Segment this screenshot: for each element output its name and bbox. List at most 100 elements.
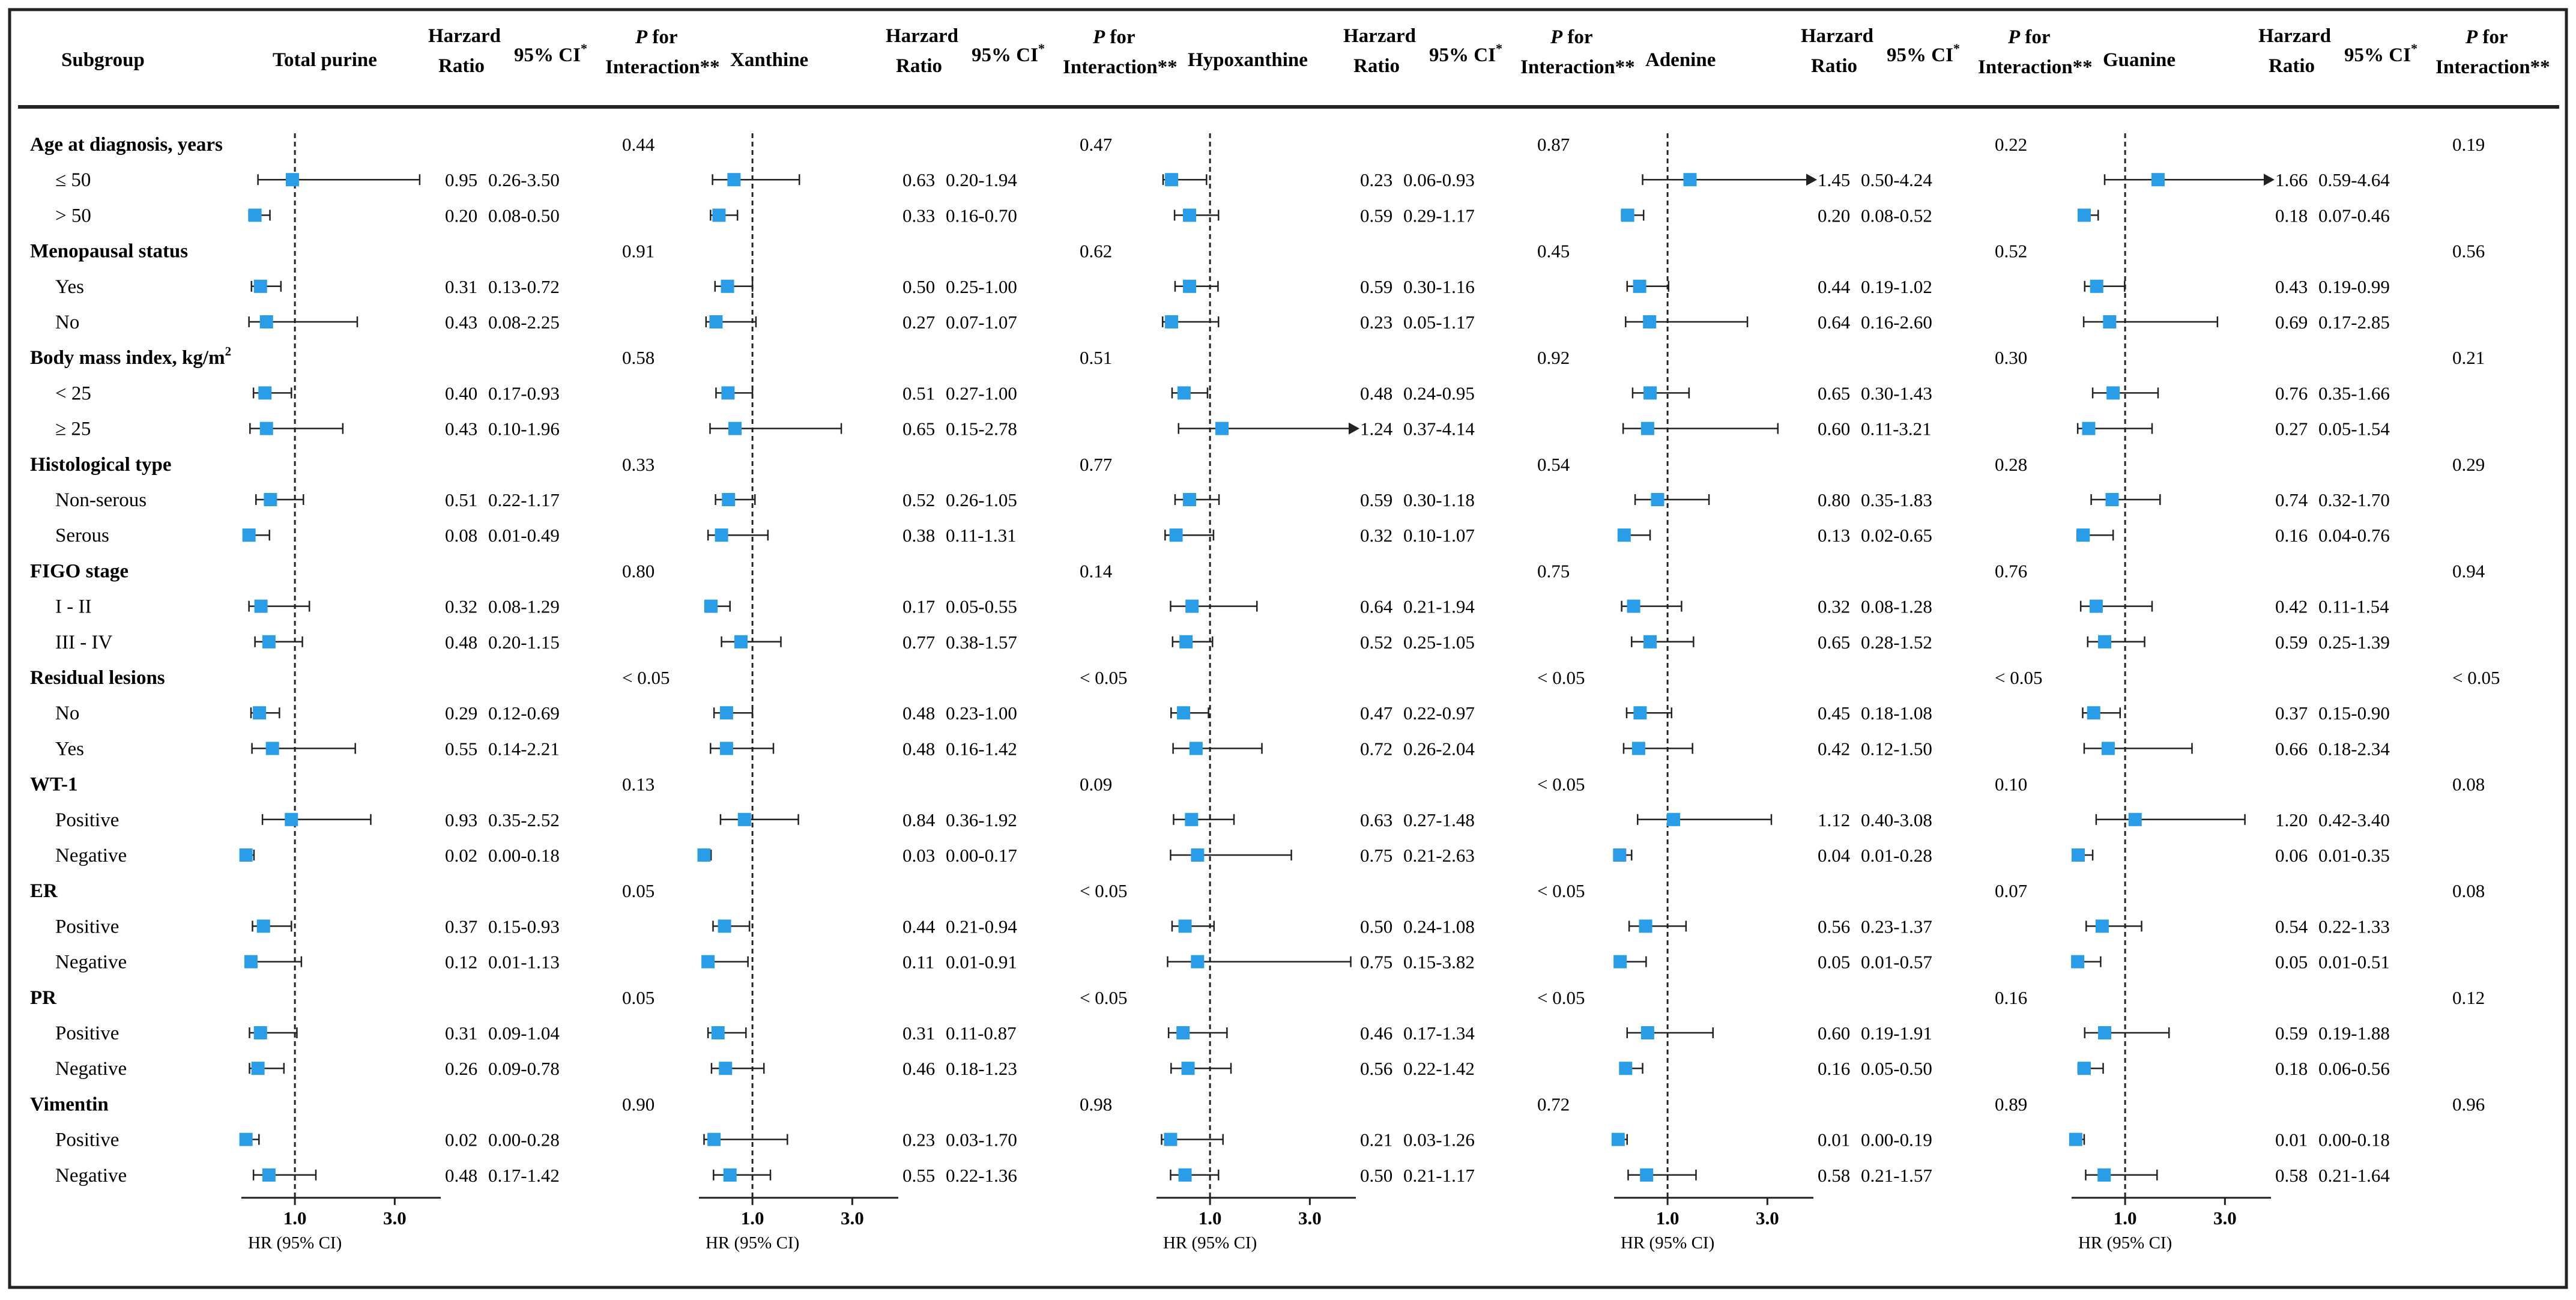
p-interaction-value: 0.52	[1995, 241, 2027, 262]
ci-value: 0.12-1.50	[1861, 738, 1932, 759]
hr-value: 0.48	[903, 738, 935, 759]
ci-value: 0.13-0.72	[488, 276, 560, 297]
hr-value: 0.84	[903, 809, 936, 830]
p-interaction-value: 0.08	[2452, 774, 2485, 795]
hr-point	[248, 208, 262, 222]
hr-point	[1627, 599, 1640, 613]
p-interaction-value: 0.16	[1995, 987, 2027, 1008]
hr-value: 1.24	[1360, 419, 1393, 440]
ci-value: 0.20-1.94	[946, 169, 1017, 190]
hr-point	[722, 493, 736, 506]
hr-value: 0.63	[1360, 809, 1392, 830]
ci-value: 0.01-0.57	[1861, 952, 1932, 973]
p-interaction-value: 0.51	[1080, 347, 1112, 368]
ci-value: 0.18-2.34	[2318, 738, 2390, 759]
hr-point	[2077, 208, 2091, 222]
hr-value: 0.56	[1360, 1058, 1392, 1079]
hr-point	[285, 173, 299, 187]
hr-value: 1.45	[1818, 169, 1850, 190]
p-interaction-value: 0.54	[1537, 454, 1570, 475]
p-interaction-value: 0.08	[2452, 880, 2485, 901]
hr-point	[244, 955, 258, 969]
hr-point	[2101, 742, 2115, 755]
hr-value: 0.65	[903, 419, 935, 440]
subgroup-row-label: Negative	[55, 952, 127, 973]
hr-value: 0.48	[445, 632, 477, 653]
hr-value: 0.48	[445, 1165, 477, 1186]
hr-point	[1617, 528, 1631, 542]
ci-value: 0.21-1.94	[1403, 596, 1475, 617]
p-interaction-value: 0.76	[1995, 560, 2027, 581]
p-interaction-value: < 0.05	[622, 667, 670, 688]
group-label: Residual lesions	[30, 667, 165, 689]
x-tick-label: 3.0	[1756, 1208, 1779, 1229]
hr-value: 0.44	[1818, 276, 1851, 297]
hr-point	[1633, 706, 1647, 720]
hr-value: 0.58	[1818, 1165, 1850, 1186]
ci-value: 0.14-2.21	[488, 738, 560, 759]
ci-value: 0.09-1.04	[488, 1023, 560, 1044]
hr-value: 0.50	[1360, 916, 1392, 937]
ci-value: 0.17-1.42	[488, 1165, 560, 1186]
hr-point	[1164, 1132, 1178, 1146]
hr-point	[239, 1132, 253, 1146]
p-interaction-value: 0.72	[1537, 1093, 1570, 1114]
header-subgroup: Subgroup	[61, 49, 145, 71]
ci-value: 0.21-1.64	[2318, 1165, 2390, 1186]
header-p-interaction-line1: P for	[2007, 26, 2051, 48]
hr-value: 0.59	[1360, 276, 1392, 297]
ci-value: 0.26-2.04	[1403, 738, 1475, 759]
hr-value: 0.23	[1360, 169, 1392, 190]
header-p-interaction-line1: P for	[1092, 26, 1135, 48]
ci-value: 0.30-1.16	[1403, 276, 1475, 297]
hr-value: 0.27	[903, 312, 935, 333]
hr-point	[259, 422, 273, 435]
ci-value: 0.17-0.93	[488, 382, 560, 404]
hr-value: 0.32	[445, 596, 477, 617]
p-interaction-value: 0.94	[2452, 560, 2485, 581]
hr-point	[1178, 919, 1192, 933]
group-label: ER	[30, 880, 58, 902]
ci-value: 0.06-0.93	[1403, 169, 1475, 190]
group-label: Age at diagnosis, years	[30, 134, 223, 156]
hr-point	[1613, 848, 1627, 862]
subgroup-row-label: I - II	[55, 596, 91, 618]
hr-value: 0.06	[2275, 845, 2308, 866]
hr-value: 0.69	[2275, 312, 2308, 333]
hr-value: 0.44	[903, 916, 936, 937]
p-interaction-value: 0.87	[1537, 134, 1570, 155]
hr-value: 0.64	[1360, 596, 1393, 617]
hr-point	[253, 1026, 267, 1039]
hr-value: 0.18	[2275, 1058, 2308, 1079]
ci-value: 0.42-3.40	[2318, 809, 2390, 830]
hr-point	[734, 635, 748, 648]
hr-point	[723, 1168, 737, 1182]
hr-point	[2151, 173, 2165, 187]
hr-value: 0.05	[1818, 952, 1850, 973]
header-p-interaction-line2: Interaction**	[1063, 56, 1178, 78]
hr-value: 0.59	[2275, 632, 2308, 653]
ci-value: 0.00-0.28	[488, 1129, 560, 1150]
ci-value: 0.16-0.70	[946, 205, 1017, 226]
group-label: Vimentin	[30, 1093, 109, 1115]
hr-value: 0.18	[2275, 205, 2308, 226]
ci-value: 0.03-1.26	[1403, 1129, 1475, 1150]
header-hazard-line1: Harzard	[886, 25, 958, 47]
hr-value: 0.65	[1818, 382, 1850, 404]
hr-point	[704, 599, 718, 613]
hr-point	[262, 1168, 276, 1182]
ci-value: 0.05-0.55	[946, 596, 1017, 617]
hr-value: 0.21	[1360, 1129, 1392, 1150]
subgroup-row-label: Negative	[55, 1165, 127, 1187]
ci-value: 0.38-1.57	[946, 632, 1017, 653]
hr-point	[1183, 208, 1197, 222]
hr-point	[1640, 422, 1654, 435]
p-interaction-value: 0.80	[622, 560, 655, 581]
p-interaction-value: < 0.05	[1080, 880, 1127, 901]
ci-value: 0.21-1.57	[1861, 1165, 1932, 1186]
hr-value: 0.16	[1818, 1058, 1850, 1079]
hr-point	[2077, 1062, 2091, 1075]
hr-value: 0.59	[2275, 1023, 2308, 1044]
